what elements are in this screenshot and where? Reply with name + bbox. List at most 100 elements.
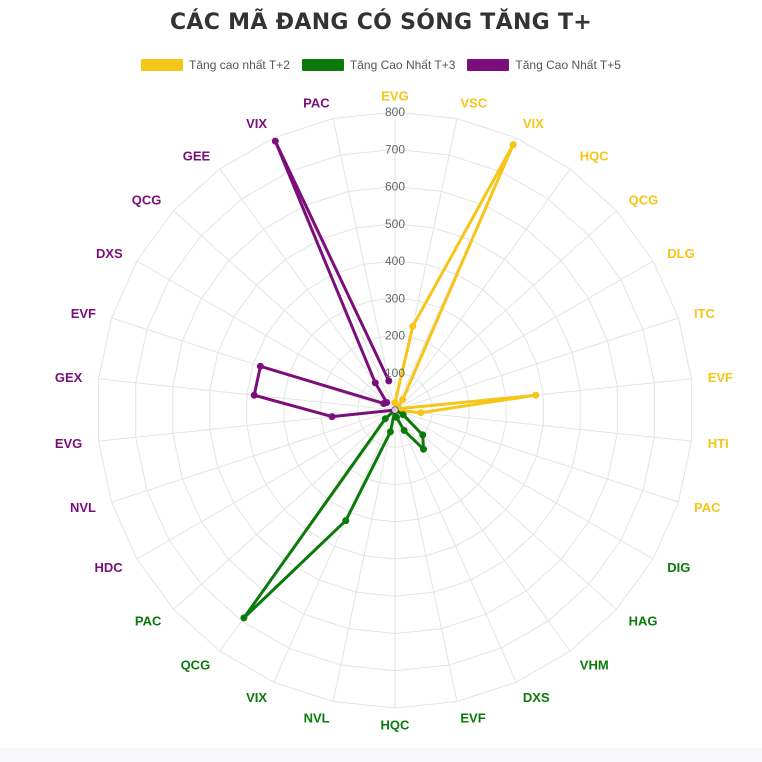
- axis-label: QCG: [181, 657, 211, 672]
- axis-label: VSC: [460, 96, 487, 111]
- radar-series: [240, 137, 540, 622]
- grid-spoke: [219, 168, 396, 411]
- legend-swatch-t3: [301, 59, 344, 71]
- grid-spoke: [394, 409, 458, 702]
- axis-label: DLG: [667, 246, 694, 261]
- grid-spoke: [136, 260, 396, 411]
- axis-label: EVF: [708, 370, 733, 385]
- legend-swatch-t5: [467, 59, 510, 71]
- grid-spoke: [394, 210, 617, 411]
- axis-label: PAC: [135, 613, 162, 628]
- grid-spoke: [273, 409, 396, 683]
- data-point[interactable]: [393, 413, 400, 421]
- chart-title: CÁC MÃ ĐANG CÓ SÓNG TĂNG T+: [169, 10, 593, 35]
- series-line: [242, 408, 425, 620]
- axis-label: EVG: [381, 89, 408, 104]
- data-point[interactable]: [409, 322, 417, 330]
- grid-spoke: [111, 409, 396, 503]
- grid-spoke: [394, 409, 617, 610]
- axis-label: DXS: [96, 246, 123, 261]
- data-point[interactable]: [240, 614, 248, 622]
- grid-spoke: [394, 409, 517, 683]
- data-point[interactable]: [417, 409, 425, 417]
- data-point[interactable]: [328, 413, 336, 421]
- center-dot: [392, 407, 398, 413]
- data-point[interactable]: [386, 428, 394, 436]
- series-2: [240, 406, 427, 622]
- axis-label: VIX: [246, 690, 267, 705]
- series-line: [393, 143, 538, 415]
- tick-label: 700: [385, 142, 405, 156]
- legend-item-t2[interactable]: Tăng cao nhất T+2: [141, 58, 290, 72]
- data-point[interactable]: [383, 399, 391, 406]
- axis-label: NVL: [70, 500, 96, 515]
- axis-label: PAC: [303, 96, 330, 111]
- data-point[interactable]: [250, 391, 258, 399]
- grid-spoke: [332, 118, 396, 411]
- data-point[interactable]: [532, 391, 540, 399]
- legend-label-t2: Tăng cao nhất T+2: [189, 58, 290, 72]
- data-point[interactable]: [342, 517, 350, 525]
- axis-label: DIG: [667, 560, 690, 575]
- grid-spoke: [136, 409, 396, 560]
- axis-label: EVG: [55, 436, 82, 451]
- legend-item-t3[interactable]: Tăng Cao Nhất T+3: [301, 58, 456, 72]
- axis-label: GEX: [55, 370, 83, 385]
- tick-label: 600: [385, 180, 405, 194]
- legend-item-t5[interactable]: Tăng Cao Nhất T+5: [467, 58, 621, 72]
- tick-label: 500: [385, 217, 405, 231]
- axis-label: ITC: [694, 306, 716, 321]
- axis-label: VHM: [580, 657, 609, 672]
- axis-label: HDC: [95, 560, 124, 575]
- axis-label: DXS: [523, 690, 550, 705]
- data-point[interactable]: [381, 415, 389, 423]
- data-point[interactable]: [419, 431, 427, 439]
- axis-label: VIX: [523, 116, 544, 131]
- grid-spoke: [394, 317, 679, 411]
- axis-label: PAC: [694, 500, 721, 515]
- bottom-band: [0, 748, 762, 762]
- data-point[interactable]: [385, 377, 393, 385]
- chart-legend: Tăng cao nhất T+2 Tăng Cao Nhất T+3 Tăng…: [0, 58, 762, 72]
- tick-label: 200: [385, 329, 405, 343]
- axis-label: HTI: [708, 436, 729, 451]
- grid-spoke: [394, 409, 654, 560]
- axis-label: HQC: [580, 149, 610, 164]
- grid-spoke: [394, 409, 679, 503]
- data-point[interactable]: [399, 411, 407, 419]
- axis-label: EVF: [460, 711, 485, 726]
- legend-label-t3: Tăng Cao Nhất T+3: [349, 58, 456, 72]
- radar-grid: [98, 111, 692, 709]
- axis-label: QCG: [132, 193, 162, 208]
- axis-label: VIX: [246, 116, 267, 131]
- data-point[interactable]: [509, 141, 517, 149]
- grid-spoke: [394, 168, 571, 411]
- legend-label-t5: Tăng Cao Nhất T+5: [515, 58, 621, 72]
- data-point[interactable]: [420, 445, 427, 453]
- tick-label: 100: [385, 366, 405, 380]
- data-point[interactable]: [399, 396, 407, 403]
- series-1: [391, 141, 540, 417]
- tick-label: 800: [385, 105, 405, 119]
- data-point[interactable]: [400, 426, 408, 434]
- data-point[interactable]: [371, 379, 379, 387]
- grid-spoke: [394, 409, 692, 442]
- axis-label: EVF: [71, 306, 96, 321]
- axis-label: HQC: [381, 717, 411, 732]
- data-point[interactable]: [256, 362, 264, 370]
- grid-spoke: [173, 210, 396, 411]
- legend-swatch-t2: [141, 59, 184, 71]
- tick-label: 400: [385, 254, 405, 268]
- axis-label: GEE: [183, 149, 211, 164]
- radar-axis-labels: EVG VSC VIX HQC QCG DLG ITC EVF HTI PAC DIG HAG VHM D…: [55, 89, 733, 733]
- tick-label: 300: [385, 291, 405, 305]
- axis-label: HAG: [629, 613, 658, 628]
- grid-spoke: [173, 409, 396, 610]
- grid-spoke: [394, 260, 654, 411]
- data-point[interactable]: [271, 137, 279, 145]
- radar-ticks: 100 200 300 400 500 600 700 800: [385, 105, 405, 380]
- grid-spoke: [111, 317, 396, 411]
- grid-spoke: [332, 409, 396, 702]
